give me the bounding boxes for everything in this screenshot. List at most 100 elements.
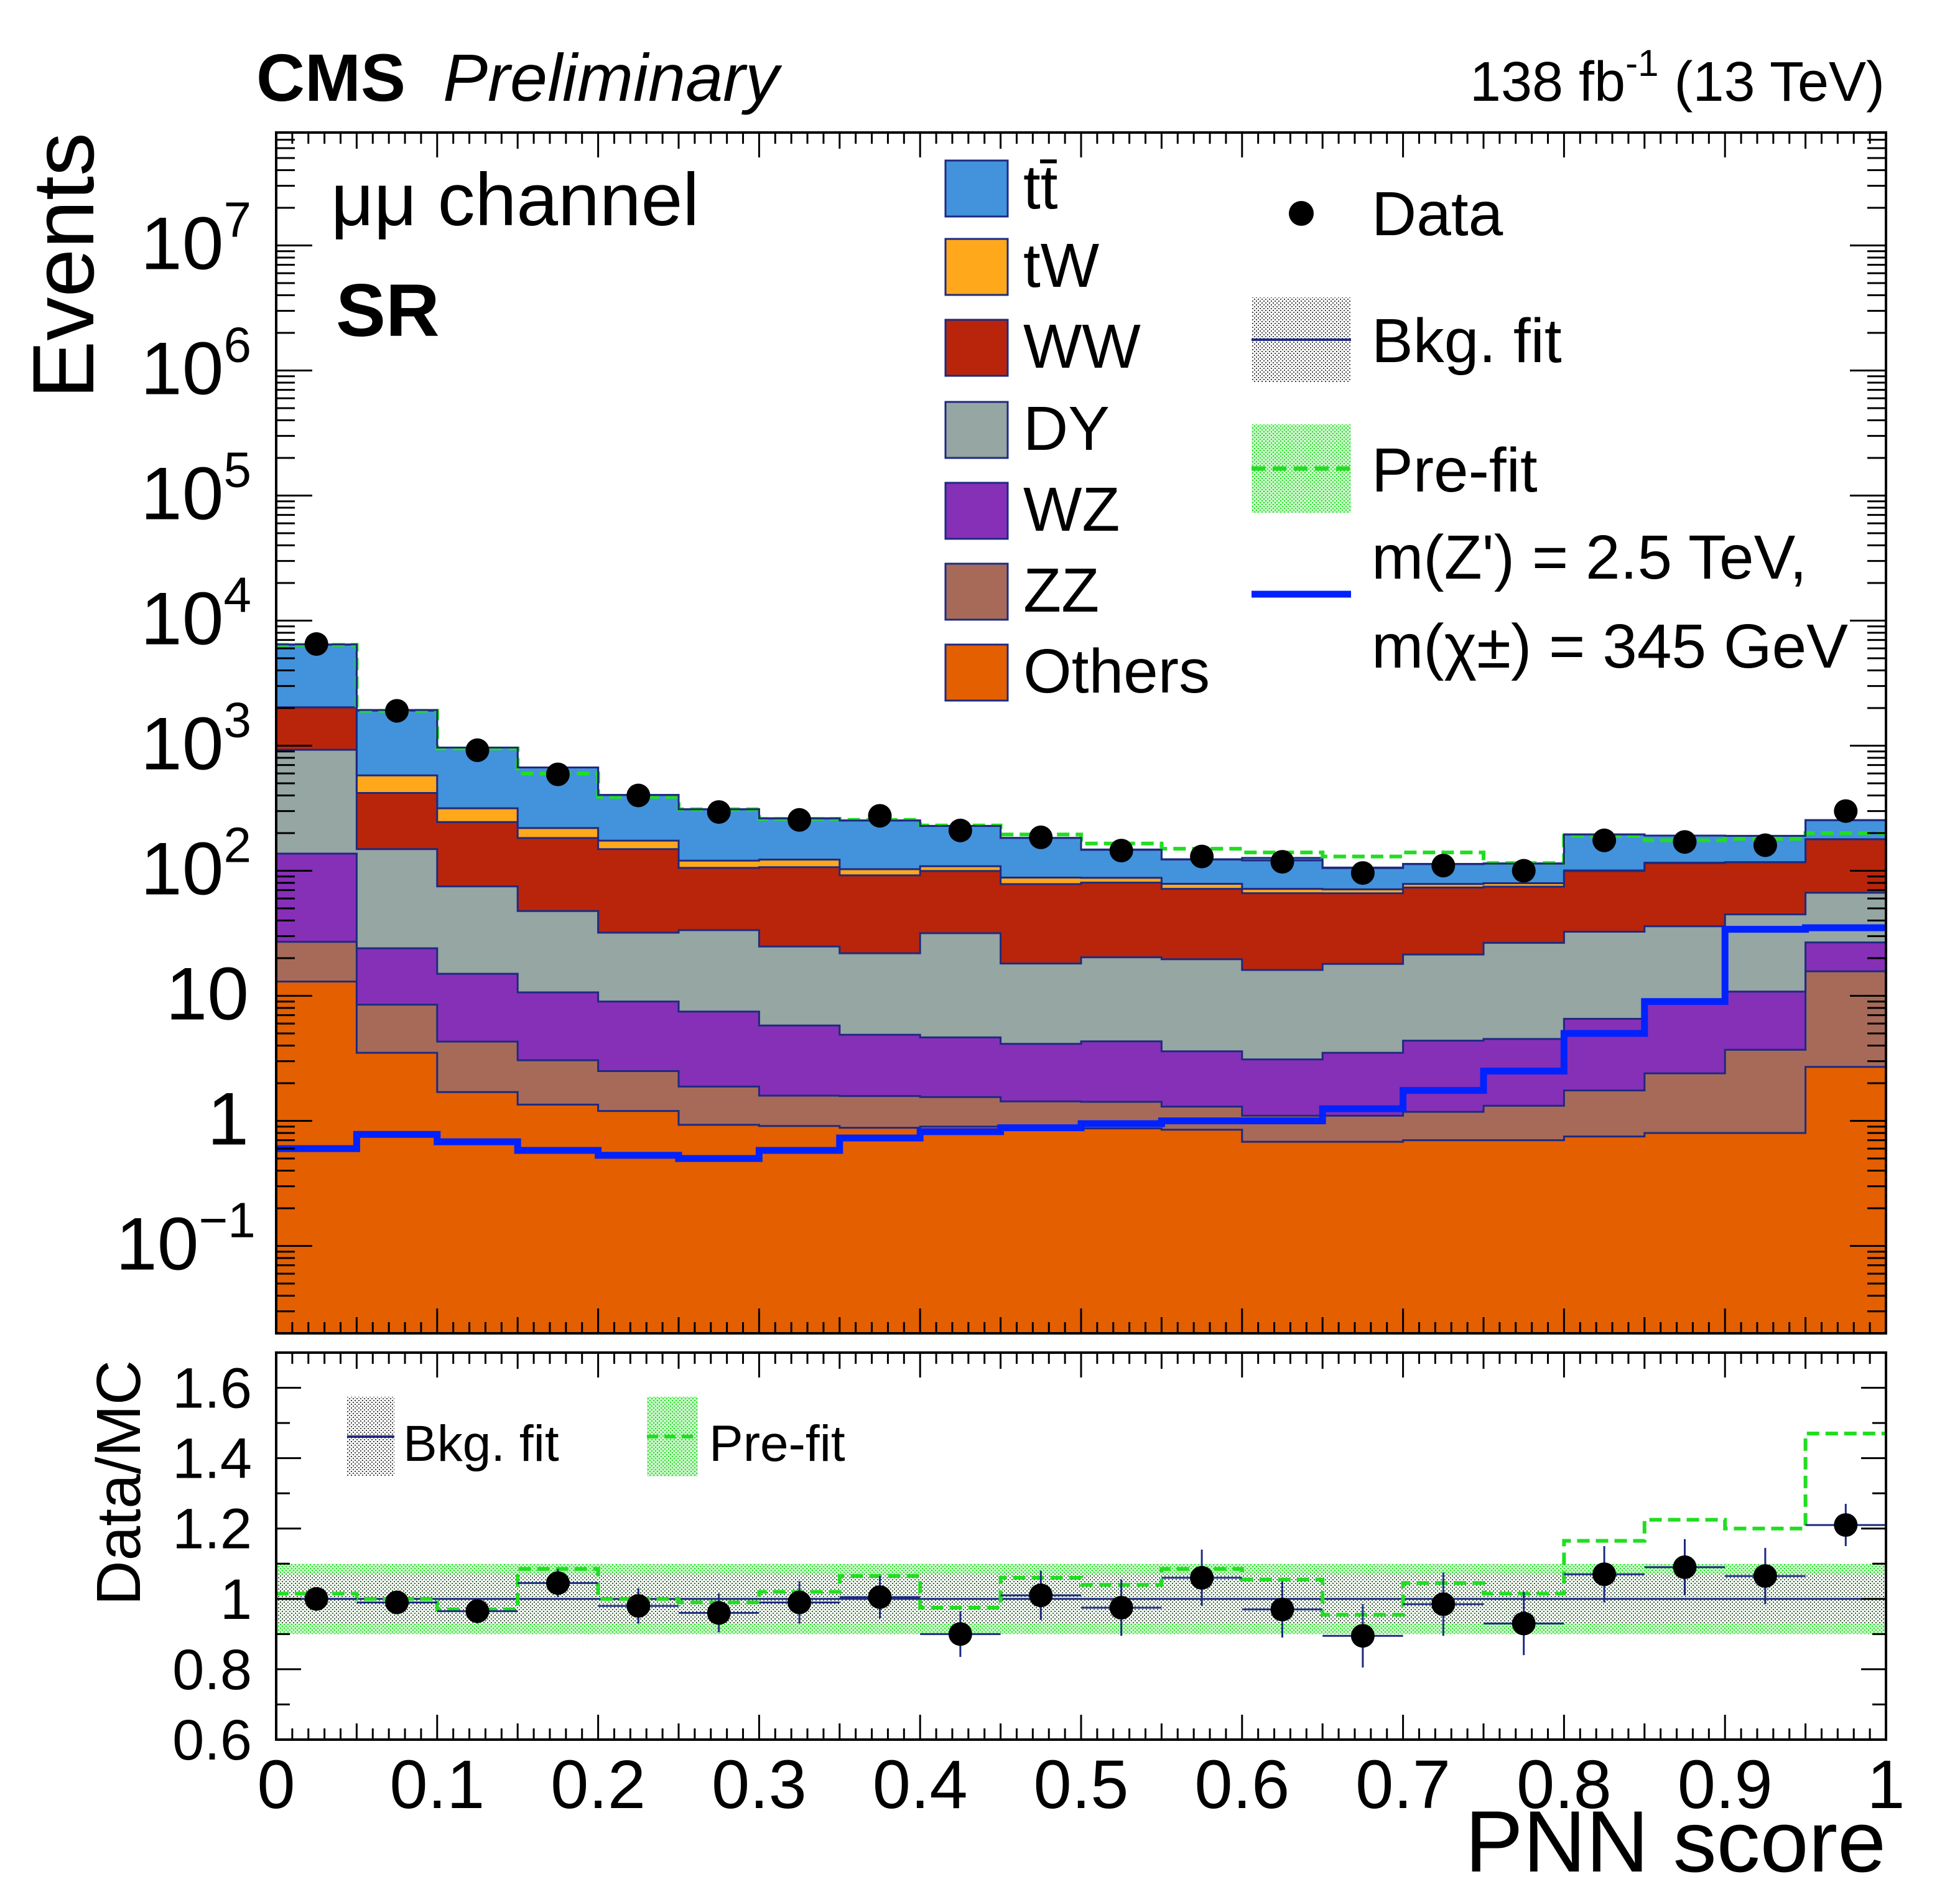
legend-label-data: Data (1372, 179, 1503, 249)
bar-ww-18 (1725, 862, 1806, 915)
bar-others-9 (1000, 1127, 1082, 1333)
bar-others-11 (1161, 1129, 1243, 1333)
legend-swatch-others (944, 643, 1009, 702)
bar-dy-5 (679, 930, 759, 1012)
bar-zz-5 (679, 1086, 759, 1125)
bar-ww-14 (1403, 887, 1484, 955)
ratio-point-7 (868, 1585, 892, 1609)
bar-dy-16 (1564, 931, 1645, 1019)
bar-ww-19 (1805, 839, 1887, 893)
bar-ww-9 (1000, 884, 1082, 964)
bar-dy-0 (276, 750, 357, 854)
legend-label-bkgfit: Bkg. fit (1372, 306, 1562, 376)
bar-dy-7 (839, 953, 921, 1035)
bar-tw-7 (839, 869, 921, 875)
bar-wz-5 (679, 1011, 759, 1087)
y-axis-title: Events (14, 133, 112, 399)
ratio-frame (275, 1351, 1887, 1741)
bar-zz-15 (1484, 1106, 1564, 1140)
bar-wz-14 (1403, 1040, 1484, 1112)
bar-wz-1 (356, 948, 438, 1005)
bar-others-7 (839, 1127, 921, 1333)
x-tick-labels: 0 0.1 0.2 0.3 0.4 0.5 0.6 0.7 0.8 0.9 1 (257, 1746, 1905, 1823)
bar-others-19 (1805, 1066, 1887, 1333)
x-tick-label: 0.9 (1678, 1746, 1773, 1823)
ratio-point-11 (1190, 1565, 1214, 1590)
data-point-4 (626, 783, 651, 808)
bar-zz-2 (437, 1042, 518, 1093)
bar-zz-9 (1000, 1101, 1082, 1128)
bar-others-6 (759, 1126, 840, 1333)
bar-wz-9 (1000, 1043, 1082, 1102)
y-tick-label: 105 (141, 442, 251, 536)
bar-dy-1 (356, 849, 438, 949)
bar-ww-16 (1564, 870, 1645, 932)
legend-swatch-ww (944, 319, 1009, 377)
bar-zz-8 (920, 1097, 1001, 1127)
bar-tw-15 (1484, 883, 1564, 887)
bar-others-8 (920, 1126, 1001, 1333)
bar-others-13 (1322, 1142, 1404, 1333)
ratio-point-15 (1512, 1611, 1536, 1636)
main-y-tick-labels: 10−1 1 10 102 103 104 105 106 107 (116, 192, 256, 1286)
data-point-17 (1673, 830, 1697, 854)
y-tick-label: 1 (207, 1078, 249, 1161)
bar-wz-18 (1725, 991, 1806, 1050)
x-tick-label: 0.6 (1194, 1746, 1289, 1823)
data-point-3 (546, 762, 570, 786)
legend-swatch-wz (944, 482, 1009, 540)
x-tick-label: 0.5 (1034, 1746, 1129, 1823)
prefit-ratio-line (276, 1432, 1886, 1617)
main-overlays (276, 632, 1886, 1162)
bar-tw-6 (759, 859, 840, 867)
bar-dy-2 (437, 886, 518, 974)
x-tick-label: 0 (257, 1746, 295, 1823)
x-axis-title: PNN score (1465, 1792, 1886, 1890)
data-point-15 (1512, 859, 1536, 883)
bar-ww-2 (437, 822, 518, 887)
bar-wz-16 (1564, 1019, 1645, 1091)
bar-dy-10 (1081, 957, 1162, 1042)
legend-label-dy: DY (1023, 394, 1110, 464)
region-label: SR (336, 269, 440, 352)
legend-label-prefit: Pre-fit (1372, 436, 1538, 505)
legend-swatch-dy (944, 401, 1009, 459)
ratio-point-1 (385, 1590, 409, 1615)
x-tick-label: 0.8 (1516, 1746, 1612, 1823)
bar-ww-5 (679, 867, 759, 931)
ratio-point-12 (1270, 1597, 1294, 1621)
legend-marker-data (1289, 201, 1314, 226)
ratio-point-14 (1431, 1592, 1456, 1616)
bar-zz-18 (1725, 1050, 1806, 1133)
ratio-y-tick-label: 1.6 (172, 1357, 252, 1420)
bar-others-3 (518, 1104, 599, 1333)
bar-ww-0 (276, 707, 357, 750)
main-frame (275, 131, 1887, 1335)
y-tick-label: 106 (141, 317, 251, 411)
bar-zz-3 (518, 1060, 599, 1105)
bar-tw-10 (1081, 877, 1162, 883)
bar-others-1 (356, 1053, 438, 1333)
legend-label-zz: ZZ (1023, 556, 1099, 625)
bar-others-14 (1403, 1140, 1484, 1333)
x-tick-label: 0.1 (389, 1746, 485, 1823)
bar-wz-6 (759, 1025, 840, 1096)
bar-tt-7 (839, 820, 921, 870)
bar-ww-11 (1161, 888, 1243, 959)
ratio-point-6 (787, 1590, 812, 1615)
bar-zz-1 (356, 1004, 438, 1053)
legend: tt̄ tW WW DY WZ ZZ Others Data Bkg. fit … (944, 152, 1848, 706)
bar-wz-8 (920, 1037, 1001, 1098)
x-tick-label: 0.4 (873, 1746, 968, 1823)
ratio-y-tick-label: 1 (220, 1568, 252, 1631)
bar-ww-13 (1322, 893, 1404, 964)
edge-zz (276, 941, 1886, 1117)
bar-dy-6 (759, 946, 840, 1026)
y-tick-label: 104 (141, 567, 251, 661)
bar-zz-0 (276, 941, 357, 982)
bar-ww-12 (1242, 893, 1323, 970)
main-panel: 10−1 1 10 102 103 104 105 106 107 Events μμ chan… (14, 131, 1887, 1335)
signal-line (276, 924, 1886, 1162)
legend-label-tt: tt̄ (1023, 152, 1058, 222)
bar-zz-16 (1564, 1090, 1645, 1137)
